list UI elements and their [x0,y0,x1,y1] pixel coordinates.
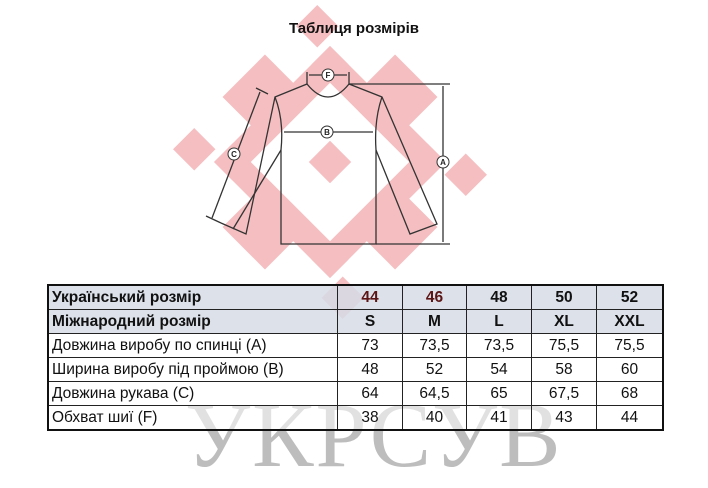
table-cell: M [402,309,467,334]
table-row: Міжнародний розмір S M L XL XXL [47,309,664,334]
table-cell: XL [531,309,597,334]
table-cell: 48 [337,357,403,382]
table-cell: XXL [596,309,664,334]
row-label: Ширина виробу під проймою (B) [47,357,338,382]
table-cell: 48 [466,284,532,310]
table-cell: 60 [596,357,664,382]
table-row: Довжина рукава (C) 64 64,5 65 67,5 68 [47,381,664,406]
row-label: Обхват шиї (F) [47,405,338,431]
size-table: Український розмір 44 46 48 50 52 Міжнародний … [47,284,664,431]
table-row: Український розмір 44 46 48 50 52 [47,284,664,310]
table-cell: 41 [466,405,532,431]
table-cell: 43 [531,405,597,431]
table-cell: 67,5 [531,381,597,406]
table-cell: 44 [596,405,664,431]
table-row: Довжина виробу по спинці (A) 73 73,5 73,5 75… [47,333,664,358]
label-a: A [440,158,446,167]
table-cell: 73,5 [466,333,532,358]
table-cell: 75,5 [596,333,664,358]
table-cell: 38 [337,405,403,431]
table-cell: 75,5 [531,333,597,358]
table-row: Обхват шиї (F) 38 40 41 43 44 [47,405,664,431]
table-cell: 73 [337,333,403,358]
table-cell: 52 [596,284,664,310]
table-cell: 52 [402,357,467,382]
ornament-watermark: F B A C [173,5,487,319]
table-cell: 73,5 [402,333,467,358]
row-label: Український розмір [47,284,338,310]
row-label: Довжина рукава (C) [47,381,338,406]
table-cell: S [337,309,403,334]
table-cell: 44 [337,284,403,310]
table-cell: 50 [531,284,597,310]
label-f: F [326,71,331,80]
table-cell: 65 [466,381,532,406]
table-cell: 46 [402,284,467,310]
label-f-marker [321,68,335,82]
page-title: Таблиця розмірів [289,20,419,37]
table-cell: 58 [531,357,597,382]
table-cell: L [466,309,532,334]
label-b: B [324,128,330,137]
table-cell: 68 [596,381,664,406]
table-cell: 64 [337,381,403,406]
row-label: Довжина виробу по спинці (A) [47,333,338,358]
table-cell: 54 [466,357,532,382]
table-cell: 64,5 [402,381,467,406]
row-label: Міжнародний розмір [47,309,338,334]
table-row: Ширина виробу під проймою (B) 48 52 54 58 60 [47,357,664,382]
label-c: C [231,150,237,159]
table-cell: 40 [402,405,467,431]
